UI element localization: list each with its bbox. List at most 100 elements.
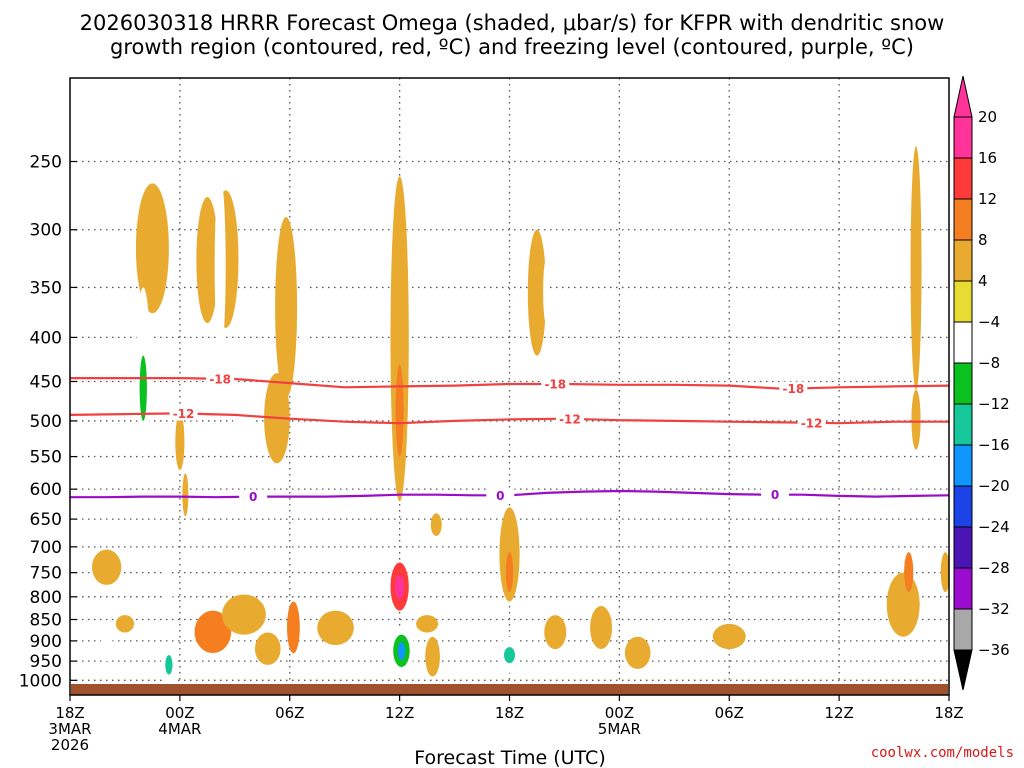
colorbar-top-arrow xyxy=(953,75,973,118)
x-tick-label: 12Z xyxy=(824,704,853,722)
omega-cell xyxy=(100,632,114,662)
omega-cell xyxy=(416,615,439,633)
temperature-contours xyxy=(70,377,949,499)
omega-cell xyxy=(397,642,406,660)
omega-cell xyxy=(899,473,911,517)
x-tick-label: 5MAR xyxy=(598,720,641,738)
omega-cell xyxy=(232,393,255,454)
omega-cell xyxy=(590,606,613,650)
colorbar-swatch xyxy=(953,444,973,487)
omega-cell xyxy=(544,615,567,650)
plot-frame xyxy=(69,77,950,696)
contour-label-bg xyxy=(761,487,790,502)
y-tick-label: 1000 xyxy=(19,671,62,691)
omega-cell xyxy=(165,655,173,675)
omega-cell xyxy=(175,413,185,470)
y-tick-label: 350 xyxy=(30,278,62,298)
grid-lines xyxy=(70,78,949,695)
contour-labels: -18 -18 -18 -12 -12 -12 0 0 0 xyxy=(169,371,826,504)
contour-label-bg xyxy=(797,415,826,430)
contour-label: -12 xyxy=(559,412,581,426)
colorbar-label: −28 xyxy=(978,559,1010,577)
colorbar-swatch xyxy=(953,239,973,282)
y-tick-label: 450 xyxy=(30,372,62,392)
colorbar-label: −16 xyxy=(978,436,1010,454)
colorbar-label: −8 xyxy=(978,354,1000,372)
omega-cell xyxy=(886,572,920,637)
y-tick-label: 750 xyxy=(30,564,62,584)
omega-cell xyxy=(91,549,122,585)
omega-cell xyxy=(910,146,922,390)
omega-cell xyxy=(430,513,442,536)
x-tick-label: 06Z xyxy=(715,704,744,722)
omega-cell xyxy=(298,253,310,406)
colorbar-label: 16 xyxy=(978,149,997,167)
colorbar-label: −24 xyxy=(978,518,1010,536)
omega-cell xyxy=(425,636,440,677)
omega-cell xyxy=(182,473,189,517)
x-tick-label: 18Z xyxy=(934,704,963,722)
contour-label: -18 xyxy=(209,372,231,386)
y-tick-label: 700 xyxy=(30,538,62,558)
omega-cell xyxy=(712,623,746,650)
contour-label-bg xyxy=(486,488,515,503)
colorbar-label: −36 xyxy=(978,641,1010,659)
omega-cell xyxy=(390,176,409,502)
contour-label-bg xyxy=(206,371,235,386)
colorbar-swatch xyxy=(953,567,973,610)
colorbar-label: 4 xyxy=(978,272,988,290)
omega-cell xyxy=(135,183,169,314)
credit-text: coolwx.com/models xyxy=(871,745,1014,761)
contour-label: 0 xyxy=(249,490,257,504)
colorbar-swatch xyxy=(953,321,973,364)
contour-label: -12 xyxy=(173,407,195,421)
x-tick-label: 06Z xyxy=(275,704,304,722)
omega-cell xyxy=(940,552,949,593)
x-tick-label: 4MAR xyxy=(158,720,201,738)
contour-label: -18 xyxy=(783,382,805,396)
colorbar-label: 20 xyxy=(978,108,997,126)
colorbar-label: −12 xyxy=(978,395,1010,413)
y-tick-label: 800 xyxy=(30,588,62,608)
colorbar-label: −32 xyxy=(978,600,1010,618)
y-tick-label: 600 xyxy=(30,480,62,500)
colorbar-swatch xyxy=(953,526,973,569)
y-tick-label: 300 xyxy=(30,221,62,241)
colorbar-swatch xyxy=(953,280,973,323)
colorbar-swatch xyxy=(953,198,973,241)
colorbar-label: −4 xyxy=(978,313,1000,331)
omega-cell xyxy=(194,610,232,654)
omega-cell xyxy=(287,601,300,654)
omega-cell xyxy=(139,355,147,421)
y-tick-label: 950 xyxy=(30,652,62,672)
contour-label: -18 xyxy=(544,377,566,391)
chart-title-line-1: 2026030318 HRRR Forecast Omega (shaded, … xyxy=(80,11,945,35)
y-tick-label: 900 xyxy=(30,632,62,652)
y-tick-label: 550 xyxy=(30,448,62,468)
contour-label-bg xyxy=(169,406,198,421)
contour-label: 0 xyxy=(496,489,504,503)
colorbar-bottom-arrow xyxy=(953,649,973,691)
omega-cell xyxy=(115,615,135,633)
x-tick-label: 18Z xyxy=(495,704,524,722)
colorbar-label: 12 xyxy=(978,190,997,208)
omega-cell xyxy=(904,552,914,593)
colorbar-label: −20 xyxy=(978,477,1010,495)
chart-title-line-2: growth region (contoured, red, ºC) and f… xyxy=(110,35,914,59)
pressure-axis: 2503003504004505005506006507007508008509… xyxy=(19,153,77,691)
omega-cell xyxy=(395,364,404,457)
x-tick-label: 18Z xyxy=(55,704,84,722)
x-axis-label: Forecast Time (UTC) xyxy=(414,747,605,768)
y-tick-label: 850 xyxy=(30,611,62,631)
omega-cell xyxy=(221,594,266,635)
colorbar-swatch xyxy=(953,608,973,651)
omega-cell xyxy=(317,610,354,646)
x-tick-label: 00Z xyxy=(165,704,194,722)
y-tick-label: 500 xyxy=(30,412,62,432)
colorbar-swatch xyxy=(953,157,973,200)
omega-cell xyxy=(911,389,921,450)
contour-label: -12 xyxy=(801,416,823,430)
omega-cell xyxy=(196,197,219,324)
